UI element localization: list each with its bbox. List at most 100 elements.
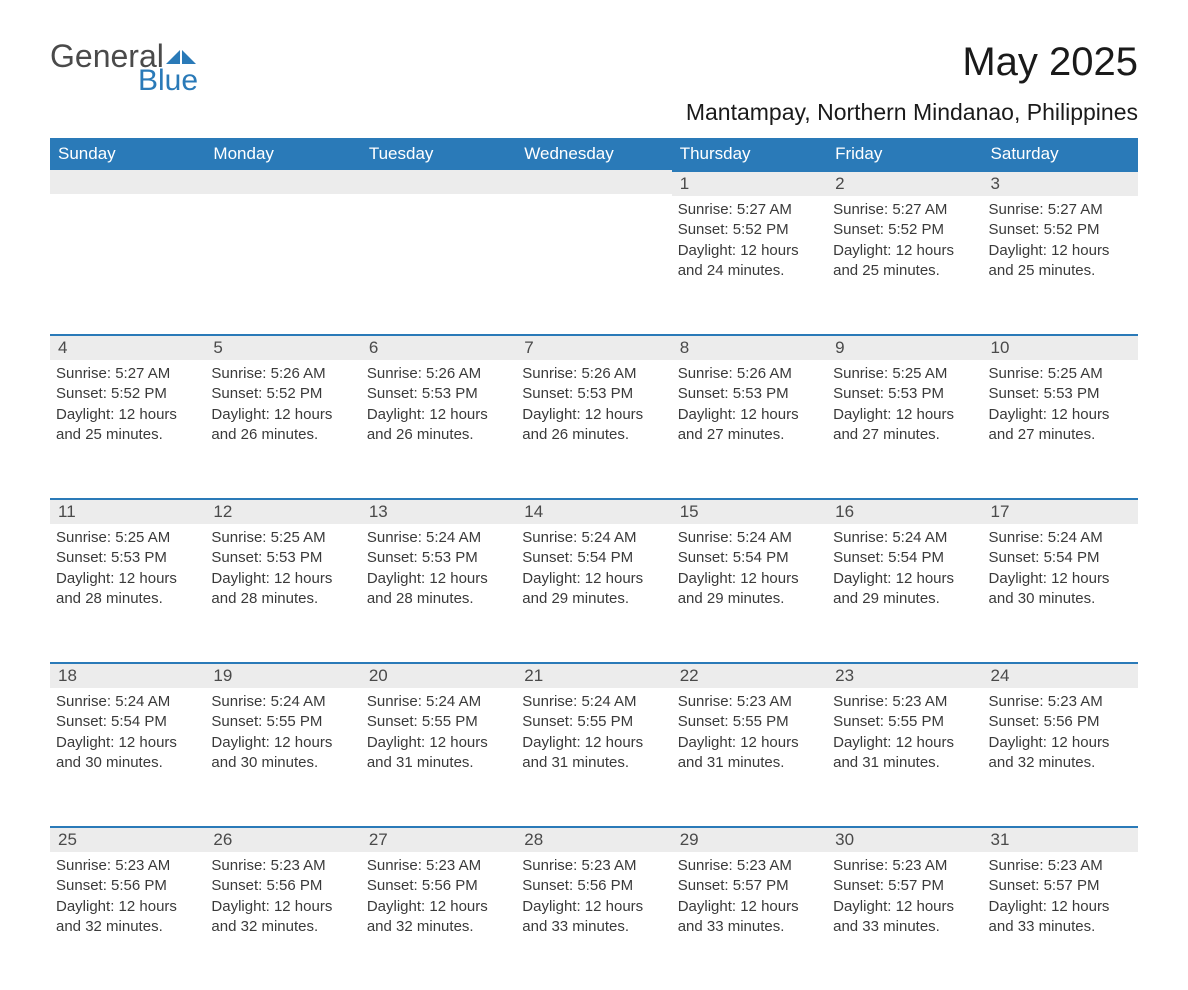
day-data: Sunrise: 5:24 AMSunset: 5:55 PMDaylight:… [205,688,360,773]
location: Mantampay, Northern Mindanao, Philippine… [686,99,1138,126]
sunset-label: Sunset: [211,877,266,894]
sunrise-label: Sunrise: [989,365,1048,382]
daylight-label: Daylight: [522,898,585,915]
sunrise-label: Sunrise: [522,857,581,874]
sunset-value: 5:52 PM [733,221,789,238]
day-number: 18 [50,662,205,688]
week-number-row: 11121314151617 [50,498,1138,524]
sunrise-value: 5:27 AM [892,201,947,218]
day-data: Sunrise: 5:25 AMSunset: 5:53 PMDaylight:… [205,524,360,609]
header: General Blue May 2025 Mantampay, Norther… [50,40,1138,126]
week-data-row: Sunrise: 5:27 AMSunset: 5:52 PMDaylight:… [50,196,1138,334]
daylight-label: Daylight: [211,898,274,915]
sunset: Sunset: 5:52 PM [678,220,821,240]
sunset-value: 5:54 PM [733,549,789,566]
weekday-header-row: Sunday Monday Tuesday Wednesday Thursday… [50,138,1138,170]
weekday-header: Tuesday [361,138,516,170]
sunset: Sunset: 5:57 PM [989,876,1132,896]
sunrise: Sunrise: 5:24 AM [522,528,665,548]
day-number: 14 [516,498,671,524]
sunset: Sunset: 5:52 PM [989,220,1132,240]
sunrise-label: Sunrise: [989,693,1048,710]
sunrise-label: Sunrise: [833,693,892,710]
sunrise-value: 5:23 AM [1048,693,1103,710]
daylight-label: Daylight: [833,406,896,423]
day-data: Sunrise: 5:24 AMSunset: 5:55 PMDaylight:… [516,688,671,773]
sunset-label: Sunset: [678,221,733,238]
sunrise-value: 5:23 AM [271,857,326,874]
sunset: Sunset: 5:56 PM [211,876,354,896]
sunrise-label: Sunrise: [211,693,270,710]
sunset: Sunset: 5:52 PM [833,220,976,240]
day-data: Sunrise: 5:23 AMSunset: 5:56 PMDaylight:… [983,688,1138,773]
sunrise-label: Sunrise: [678,529,737,546]
sunset-label: Sunset: [367,713,422,730]
day-data: Sunrise: 5:24 AMSunset: 5:54 PMDaylight:… [50,688,205,773]
day-number: 28 [516,826,671,852]
day-number-empty [516,170,671,194]
sunrise: Sunrise: 5:23 AM [833,692,976,712]
sunset: Sunset: 5:56 PM [522,876,665,896]
sunset-value: 5:57 PM [1044,877,1100,894]
daylight: Daylight: 12 hours and 24 minutes. [678,241,821,282]
sunrise-value: 5:26 AM [271,365,326,382]
sunrise-label: Sunrise: [833,529,892,546]
sunrise-label: Sunrise: [989,529,1048,546]
sunset: Sunset: 5:53 PM [989,384,1132,404]
sunset: Sunset: 5:55 PM [522,712,665,732]
sunrise: Sunrise: 5:23 AM [56,856,199,876]
sunrise-value: 5:25 AM [892,365,947,382]
sunrise: Sunrise: 5:23 AM [678,856,821,876]
sunrise-value: 5:24 AM [581,529,636,546]
day-data: Sunrise: 5:23 AMSunset: 5:56 PM Daylight:… [516,852,671,937]
day-data: Sunrise: 5:26 AMSunset: 5:53 PMDaylight:… [516,360,671,445]
sunrise-value: 5:27 AM [737,201,792,218]
sunset-value: 5:52 PM [266,385,322,402]
day-number: 9 [827,334,982,360]
sunset: Sunset: 5:55 PM [367,712,510,732]
sunrise: Sunrise: 5:25 AM [56,528,199,548]
sunset-label: Sunset: [989,877,1044,894]
sunrise-label: Sunrise: [367,529,426,546]
sunrise-value: 5:26 AM [737,365,792,382]
sunset-value: 5:54 PM [577,549,633,566]
day-data: Sunrise: 5:23 AMSunset: 5:56 PMDaylight:… [205,852,360,937]
daylight-label: Daylight: [989,242,1052,259]
sunrise: Sunrise: 5:23 AM [522,856,665,876]
weekday-header: Friday [827,138,982,170]
daylight: Daylight: 12 hours and 33 minutes. [989,897,1132,938]
sunrise-value: 5:24 AM [1048,529,1103,546]
day-data: Sunrise: 5:27 AMSunset: 5:52 PMDaylight:… [827,196,982,281]
day-data: Sunrise: 5:25 AMSunset: 5:53 PMDaylight:… [983,360,1138,445]
sunset-label: Sunset: [678,385,733,402]
daylight: Daylight: 12 hours and 32 minutes. [56,897,199,938]
sunrise-value: 5:23 AM [1048,857,1103,874]
sunset-value: 5:54 PM [1044,549,1100,566]
week-data-row: Sunrise: 5:24 AMSunset: 5:54 PMDaylight:… [50,688,1138,826]
daylight-label: Daylight: [211,734,274,751]
sunset: Sunset: 5:54 PM [522,548,665,568]
weekday-header: Thursday [672,138,827,170]
daylight-label: Daylight: [678,570,741,587]
sunset-value: 5:55 PM [422,713,478,730]
sunset: Sunset: 5:53 PM [522,384,665,404]
sunset-label: Sunset: [833,877,888,894]
sunrise: Sunrise: 5:26 AM [211,364,354,384]
sunrise: Sunrise: 5:24 AM [522,692,665,712]
daylight-label: Daylight: [989,898,1052,915]
month-title: May 2025 [686,40,1138,85]
sunset: Sunset: 5:53 PM [367,384,510,404]
sunrise-label: Sunrise: [367,857,426,874]
daylight-label: Daylight: [833,898,896,915]
sunset-value: 5:57 PM [733,877,789,894]
sunset-label: Sunset: [989,549,1044,566]
daylight: Daylight: 12 hours and 31 minutes. [522,733,665,774]
day-data: Sunrise: 5:24 AMSunset: 5:54 PMDaylight:… [516,524,671,609]
day-number: 23 [827,662,982,688]
sunset-value: 5:53 PM [422,385,478,402]
sunrise: Sunrise: 5:26 AM [678,364,821,384]
daylight-label: Daylight: [833,734,896,751]
daylight: Daylight: 12 hours and 28 minutes. [211,569,354,610]
sunset-value: 5:53 PM [577,385,633,402]
daylight: Daylight: 12 hours and 29 minutes. [833,569,976,610]
